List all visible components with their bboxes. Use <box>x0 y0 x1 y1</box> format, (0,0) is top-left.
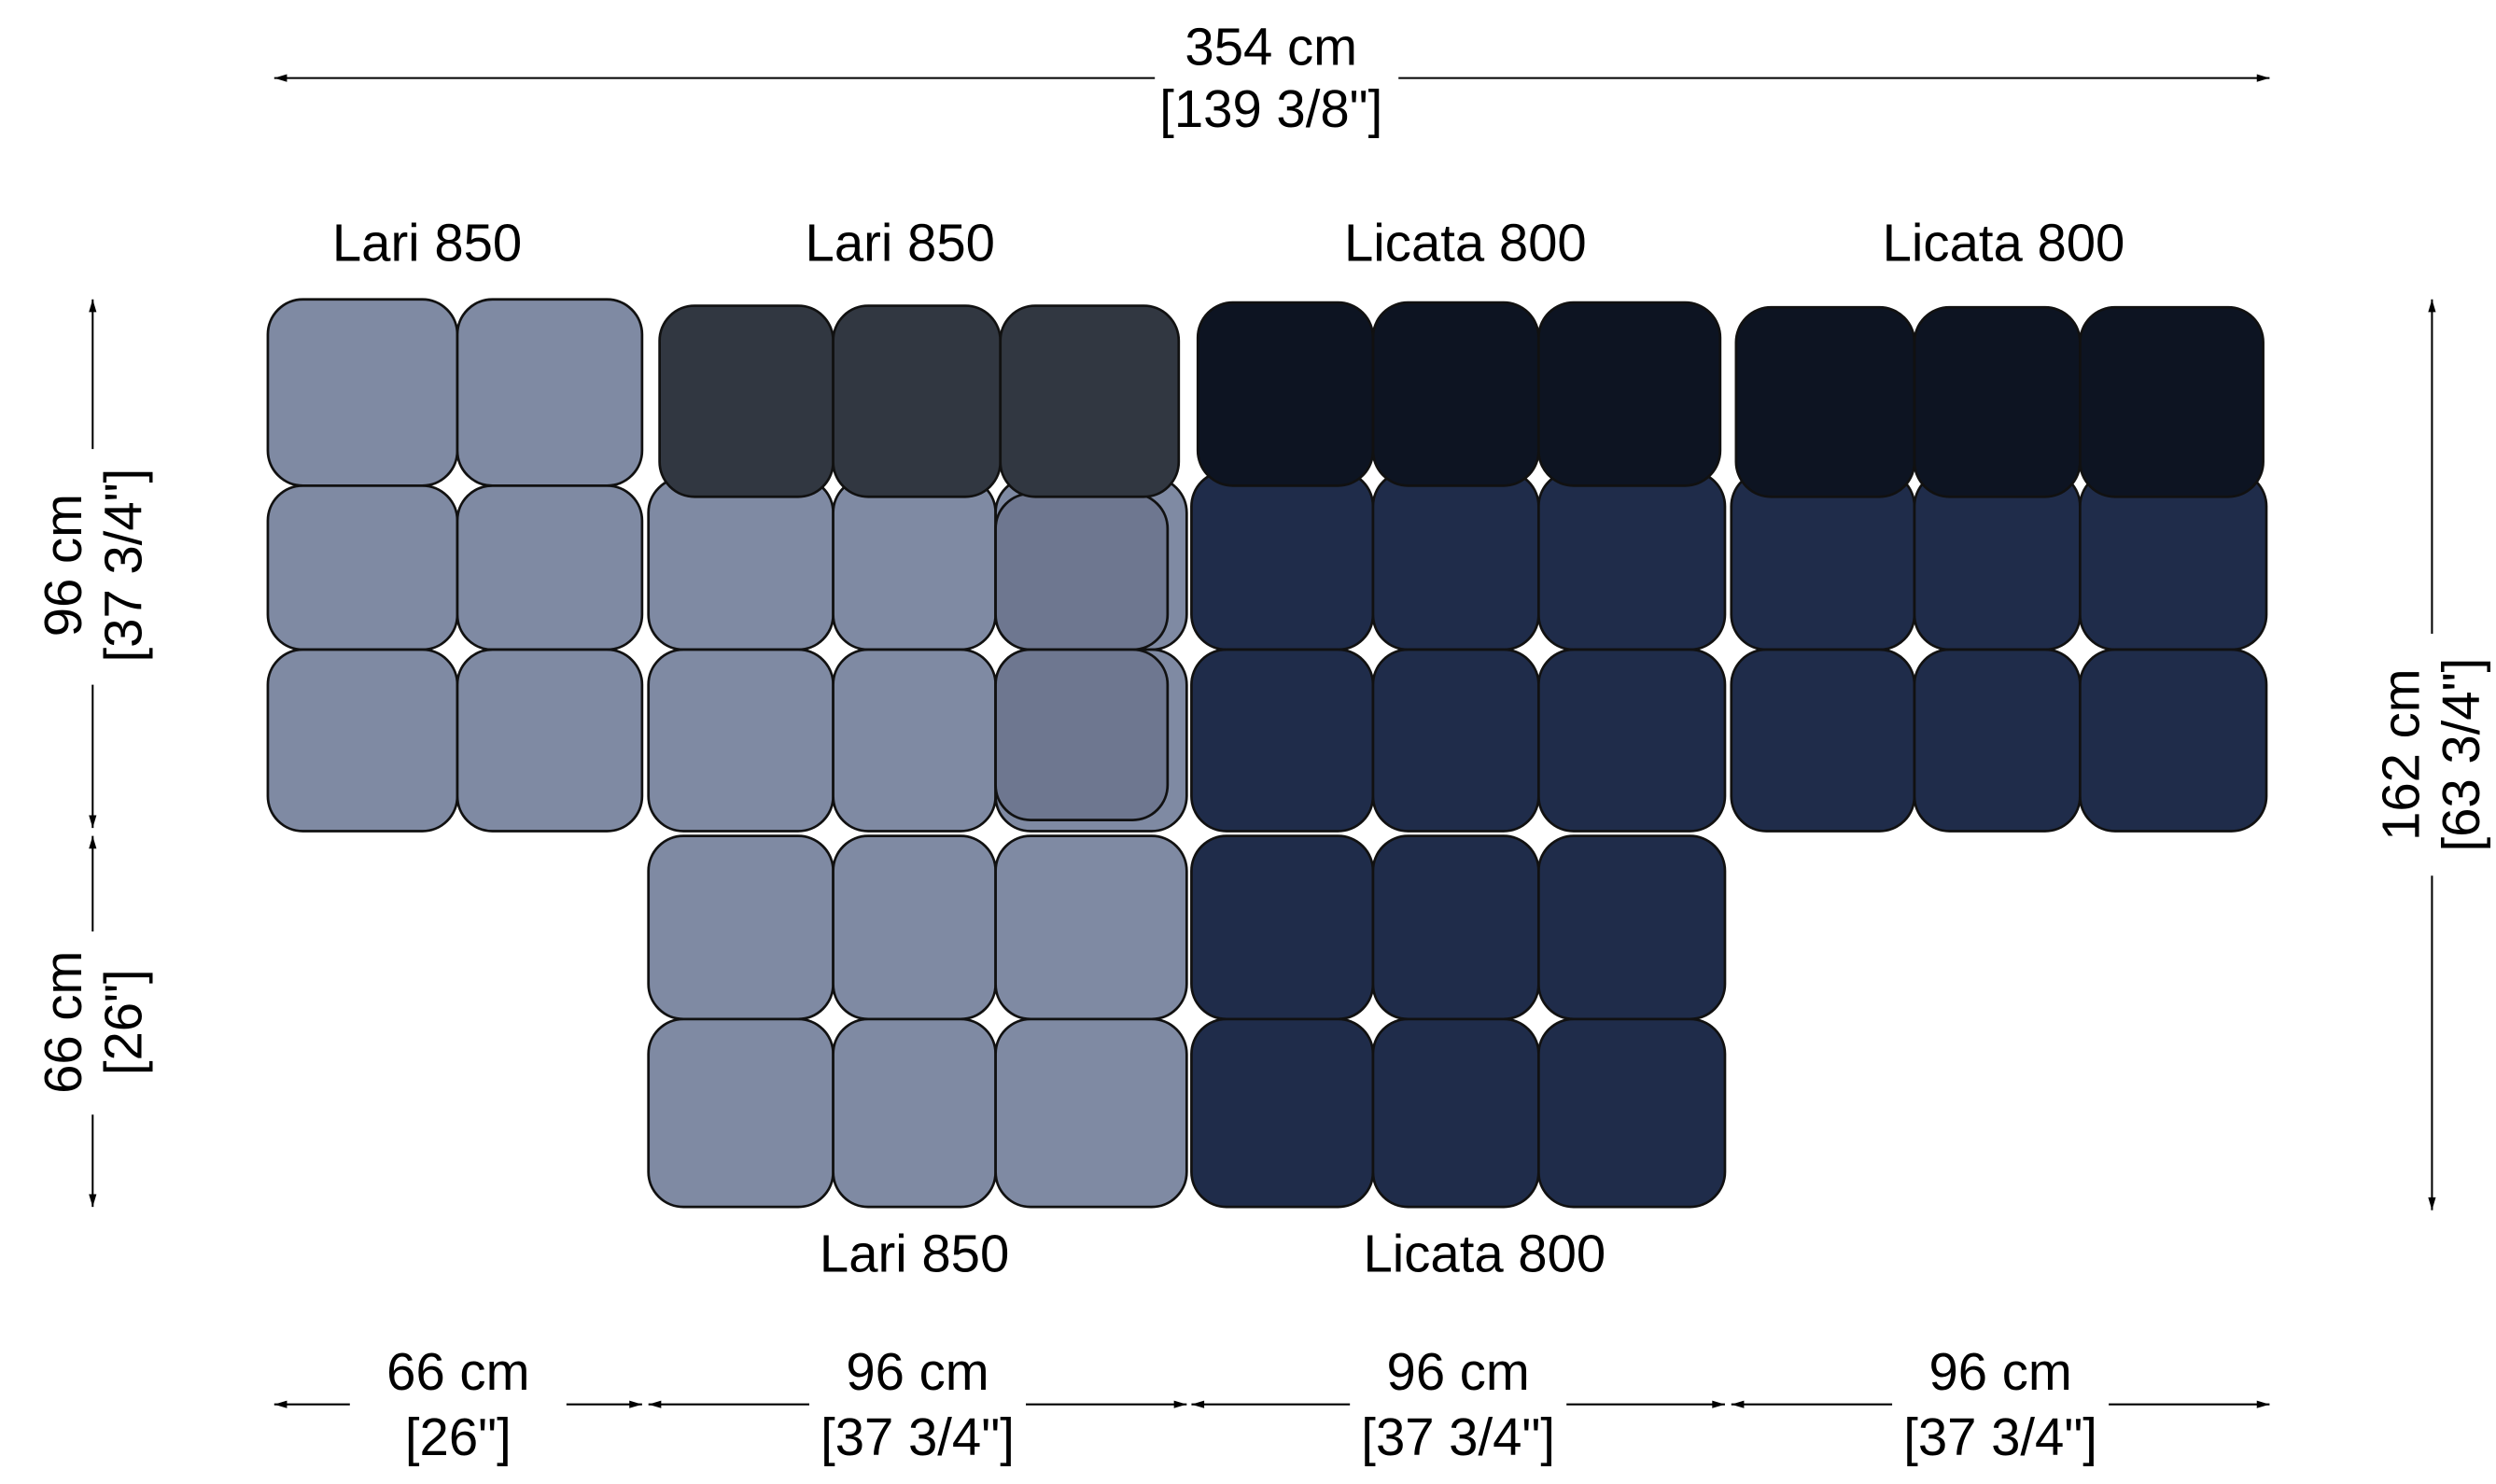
bottom-dimensions: 66 cm [26"] 96 cm [37 3/4"] 96 cm [37 3/4"] 96… <box>273 1342 2270 1466</box>
cushion <box>1371 1017 1540 1209</box>
cushion <box>994 648 1170 821</box>
cushion <box>2079 305 2265 498</box>
cushion <box>1913 305 2082 498</box>
cushion <box>1536 834 1727 1021</box>
dimension-imperial: [26"] <box>405 1407 512 1466</box>
cushion <box>994 834 1188 1021</box>
cushion <box>266 298 459 487</box>
cushion <box>1913 648 2082 833</box>
module-label: Licata 800 <box>1363 1225 1606 1283</box>
dimension-metric: 96 cm <box>1928 1342 2071 1401</box>
cushion <box>1190 1017 1375 1209</box>
dimension-imperial: [37 3/4"] <box>820 1407 1015 1466</box>
dimension-metric: 96 cm <box>34 494 92 637</box>
cushion <box>647 1017 834 1209</box>
cushion <box>658 304 834 498</box>
cushion <box>832 476 997 651</box>
cushion <box>1371 301 1540 487</box>
cushion <box>1190 469 1375 651</box>
cushion <box>832 304 1003 498</box>
cushion <box>832 1017 997 1209</box>
dimension-imperial: [139 3/8"] <box>1159 79 1382 138</box>
right-dimension: 162 cm [63 3/4"] <box>2371 299 2490 1211</box>
cushion <box>1196 301 1375 487</box>
dimension-imperial: [63 3/4"] <box>2432 658 2490 852</box>
dimension-metric: 66 cm <box>386 1342 529 1401</box>
cushion <box>1371 648 1540 833</box>
cushion <box>1190 834 1375 1021</box>
dimension-imperial: [26"] <box>94 969 153 1075</box>
dimension-imperial: [37 3/4"] <box>94 469 153 663</box>
cushion <box>994 492 1170 651</box>
dimension-metric: 162 cm <box>2371 668 2430 841</box>
cushion <box>1536 301 1722 487</box>
cushion <box>647 834 834 1021</box>
cushion <box>456 483 644 651</box>
dimension-metric: 66 cm <box>34 951 92 1094</box>
cushion <box>994 1017 1188 1209</box>
cushion <box>456 298 644 487</box>
cushion <box>1371 469 1540 651</box>
module-label: Lari 850 <box>820 1225 1009 1283</box>
cushion <box>456 648 644 833</box>
cushion <box>647 648 834 833</box>
cushion <box>832 834 997 1021</box>
dimension-metric: 96 cm <box>1387 1342 1530 1401</box>
dimension-imperial: [37 3/4"] <box>1361 1407 1555 1466</box>
cushion <box>1536 648 1727 833</box>
module-label: Lari 850 <box>332 213 522 272</box>
cushion <box>1190 648 1375 833</box>
left-dimensions: 96 cm [37 3/4"] 66 cm [26"] <box>34 299 153 1208</box>
cushion <box>1536 469 1727 651</box>
cushion <box>2079 648 2268 833</box>
module-label: Lari 850 <box>806 213 995 272</box>
cushion <box>1371 834 1540 1021</box>
cushion <box>832 648 997 833</box>
dimension-metric: 354 cm <box>1185 17 1357 76</box>
dimension-imperial: [37 3/4"] <box>1903 1407 2097 1466</box>
cushion <box>647 476 834 651</box>
cushion <box>1730 648 1916 833</box>
cushion <box>266 648 459 833</box>
cushion <box>266 483 459 651</box>
cushion <box>1536 1017 1727 1209</box>
module-label: Licata 800 <box>1344 213 1587 272</box>
module-label: Licata 800 <box>1883 213 2125 272</box>
dimension-metric: 96 cm <box>846 1342 989 1401</box>
total-dimension: 354 cm [139 3/8"] <box>273 17 2270 138</box>
cushion <box>1734 305 1916 498</box>
cushion <box>999 304 1181 498</box>
cushions <box>266 298 2268 1209</box>
